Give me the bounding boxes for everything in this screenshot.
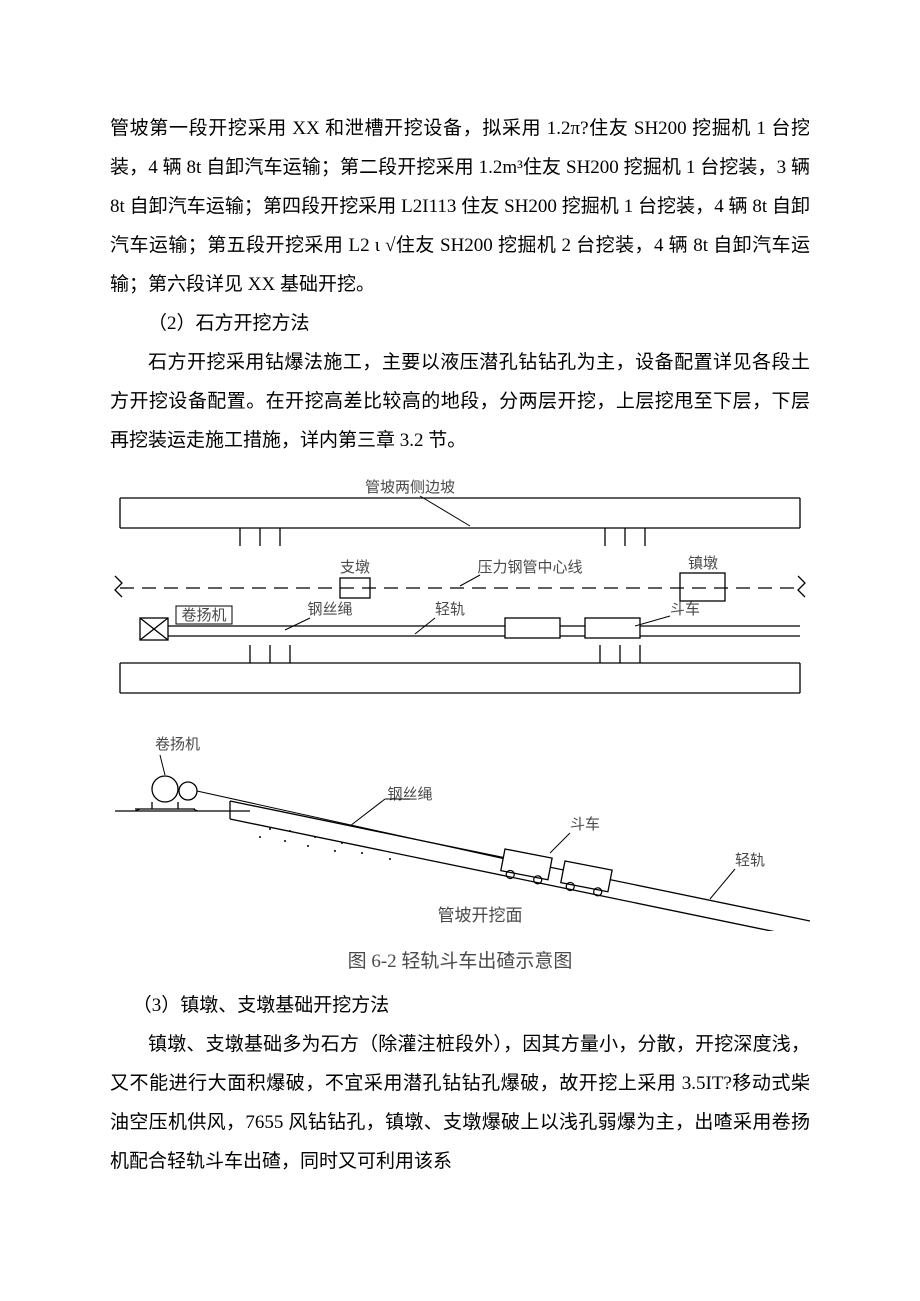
label-gangsisheng: 钢丝绳: [307, 601, 352, 618]
section-svg: 卷扬机 钢丝绳: [110, 731, 810, 931]
paragraph-1: 管坡第一段开挖采用 XX 和泄槽开挖设备，拟采用 1.2π?住友 SH200 挖…: [110, 110, 810, 305]
label2-douche: 斗车: [570, 816, 600, 833]
plan-svg: 卷扬机 支墩 镇墩 管坡两侧边坡 压力钢管中心线 钢丝绳 轻轨 斗车: [110, 478, 810, 708]
label2-face: 管坡开挖面: [438, 906, 523, 925]
label-zhidun: 支墩: [340, 559, 370, 576]
label-centerline: 压力钢管中心线: [477, 559, 582, 576]
paragraph-2: 石方开挖采用钻爆法施工，主要以液压潜孔钻钻孔为主，设备配置详见各段土方开挖设备配…: [110, 344, 810, 461]
label-juanyangji: 卷扬机: [181, 607, 226, 624]
heading-2: （2）石方开挖方法: [110, 305, 810, 344]
diagram-plan-view: 卷扬机 支墩 镇墩 管坡两侧边坡 压力钢管中心线 钢丝绳 轻轨 斗车: [110, 478, 810, 713]
figure-caption: 图 6-2 轻轨斗车出碴示意图: [110, 946, 810, 973]
label-qinggui: 轻轨: [435, 601, 465, 618]
paragraph-3: 镇墩、支墩基础多为石方（除灌注桩段外），因其方量小，分散，开挖深度浅，又不能进行…: [110, 1026, 810, 1182]
label-top: 管坡两侧边坡: [365, 479, 455, 496]
label2-gangsisheng: 钢丝绳: [387, 786, 432, 803]
diagram-section-view: 卷扬机 钢丝绳: [110, 731, 810, 936]
label-zhendun: 镇墩: [688, 555, 718, 572]
label-douche: 斗车: [670, 601, 700, 618]
label2-juanyangji: 卷扬机: [155, 736, 200, 753]
label2-qinggui: 轻轨: [735, 852, 765, 869]
heading-3: （3）镇墩、支墩基础开挖方法: [110, 987, 810, 1026]
